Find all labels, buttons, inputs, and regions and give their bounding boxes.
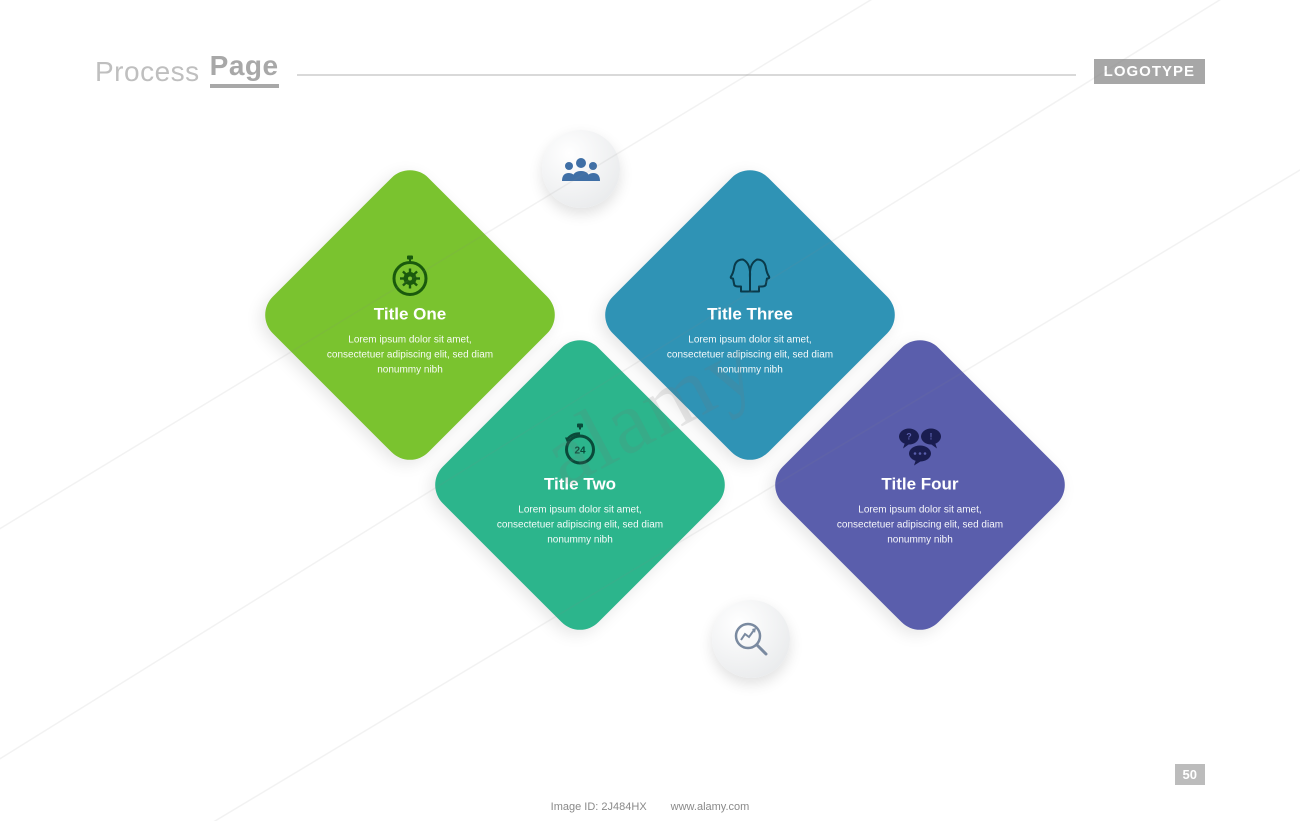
diamond-body: Lorem ipsum dolor sit amet, consectetuer… bbox=[655, 333, 845, 378]
svg-text:24: 24 bbox=[574, 446, 586, 457]
diamond-body: Lorem ipsum dolor sit amet, consectetuer… bbox=[825, 503, 1015, 548]
chat-bubbles-icon: ? ! bbox=[825, 423, 1015, 469]
team-icon bbox=[561, 155, 601, 183]
stopwatch-gear-icon bbox=[315, 253, 505, 299]
diamond-title: Title Two bbox=[485, 475, 675, 495]
diamond-title: Title Four bbox=[825, 475, 1015, 495]
svg-text:!: ! bbox=[930, 432, 933, 442]
site-url: www.alamy.com bbox=[671, 801, 750, 813]
chart-magnify-icon bbox=[732, 620, 770, 658]
clock-24-icon: 24 bbox=[485, 423, 675, 469]
circle-top bbox=[542, 130, 620, 208]
circle-bottom bbox=[712, 600, 790, 678]
diamond-title: Title Three bbox=[655, 305, 845, 325]
two-heads-icon bbox=[655, 253, 845, 299]
page-number: 50 bbox=[1175, 764, 1205, 785]
diamond-body: Lorem ipsum dolor sit amet, consectetuer… bbox=[485, 503, 675, 548]
diamond-title: Title One bbox=[315, 305, 505, 325]
footer-meta: Image ID: 2J484HX www.alamy.com bbox=[551, 801, 750, 813]
svg-text:?: ? bbox=[906, 432, 912, 442]
diamond-body: Lorem ipsum dolor sit amet, consectetuer… bbox=[315, 333, 505, 378]
image-id: Image ID: 2J484HX bbox=[551, 801, 647, 813]
diagram-stage: Title One Lorem ipsum dolor sit amet, co… bbox=[0, 0, 1300, 821]
